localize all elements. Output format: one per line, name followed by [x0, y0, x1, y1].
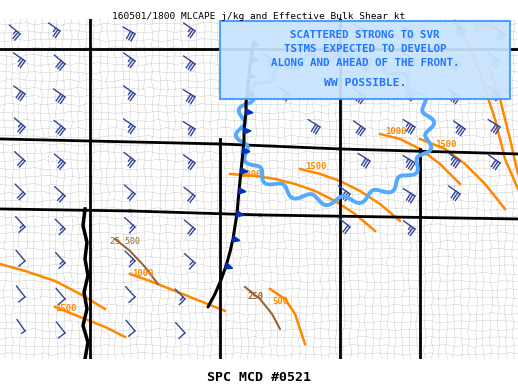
Text: 1500: 1500 — [488, 87, 510, 96]
Polygon shape — [246, 109, 253, 115]
Text: 1000: 1000 — [472, 22, 494, 31]
Polygon shape — [239, 188, 246, 194]
Text: SCATTERED STRONG TO SVR: SCATTERED STRONG TO SVR — [290, 30, 440, 40]
Text: SPC MCD #0521: SPC MCD #0521 — [207, 371, 311, 384]
Text: 1500: 1500 — [435, 140, 456, 149]
FancyBboxPatch shape — [220, 21, 510, 99]
Text: 25 500: 25 500 — [110, 237, 140, 246]
Text: WW POSSIBLE.: WW POSSIBLE. — [324, 78, 406, 88]
Text: 1000: 1000 — [385, 127, 407, 136]
Polygon shape — [237, 211, 244, 217]
Text: 1000: 1000 — [132, 269, 153, 278]
Text: 250: 250 — [247, 292, 263, 301]
Polygon shape — [249, 73, 256, 79]
Polygon shape — [251, 56, 258, 62]
Text: 500: 500 — [272, 297, 288, 306]
Polygon shape — [244, 128, 251, 134]
Polygon shape — [225, 263, 233, 269]
Polygon shape — [241, 168, 248, 174]
Polygon shape — [243, 148, 250, 154]
Text: TSTMS EXPECTED TO DEVELOP: TSTMS EXPECTED TO DEVELOP — [284, 44, 446, 54]
Polygon shape — [253, 41, 260, 47]
Text: 160501/1800 MLCAPE j/kg and Effective Bulk Shear kt: 160501/1800 MLCAPE j/kg and Effective Bu… — [112, 12, 406, 21]
Polygon shape — [233, 236, 240, 242]
Text: 1500: 1500 — [305, 162, 326, 171]
Polygon shape — [247, 91, 254, 97]
Text: ALONG AND AHEAD OF THE FRONT.: ALONG AND AHEAD OF THE FRONT. — [271, 58, 459, 68]
Text: 1000: 1000 — [240, 170, 262, 179]
Text: 1500: 1500 — [55, 304, 77, 313]
